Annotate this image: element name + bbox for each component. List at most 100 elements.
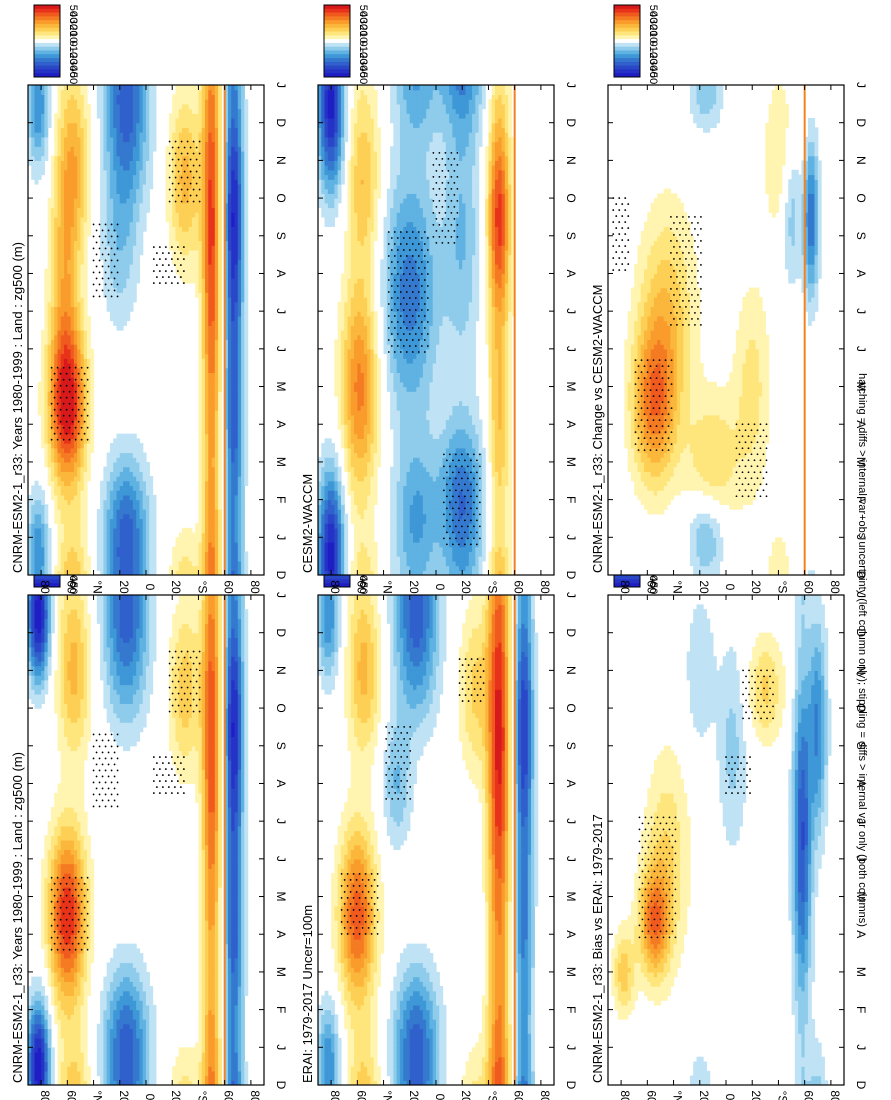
heatmap-cell xyxy=(64,637,68,643)
heatmap-cell xyxy=(208,670,213,676)
heatmap-cell xyxy=(123,679,127,686)
heatmap-cell xyxy=(103,986,108,992)
heatmap-cell xyxy=(31,103,36,110)
heatmap-cell xyxy=(64,693,68,700)
heatmap-cell xyxy=(83,849,88,855)
heatmap-cell xyxy=(54,802,59,808)
heatmap-cell xyxy=(214,599,219,606)
heatmap-cell xyxy=(191,637,196,643)
heatmap-cell xyxy=(64,1056,68,1063)
heatmap-cell xyxy=(201,613,206,620)
heatmap-cell xyxy=(195,755,200,761)
heatmap-cell xyxy=(67,986,72,992)
heatmap-cell xyxy=(185,774,190,780)
heatmap-cell xyxy=(41,400,45,406)
heatmap-cell xyxy=(205,872,209,879)
heatmap-cell xyxy=(64,656,68,662)
stipple-dot xyxy=(176,768,179,770)
heatmap-cell xyxy=(129,1033,134,1039)
heatmap-cell xyxy=(244,957,249,964)
heatmap-cell xyxy=(198,943,203,949)
heatmap-cell xyxy=(123,1023,127,1030)
heatmap-cell xyxy=(31,986,36,992)
heatmap-cell xyxy=(67,689,72,695)
heatmap-cell xyxy=(50,971,55,978)
heatmap-cell xyxy=(70,1080,75,1085)
heatmap-cell xyxy=(60,938,65,945)
heatmap-cell xyxy=(123,623,127,629)
heatmap-cell xyxy=(146,990,150,997)
heatmap-cell xyxy=(205,905,209,912)
heatmap-cell xyxy=(129,1075,134,1081)
heatmap-cell xyxy=(182,1052,186,1058)
heatmap-cell xyxy=(103,665,108,671)
heatmap-cell xyxy=(34,632,39,639)
heatmap-cell xyxy=(47,537,52,543)
heatmap-cell xyxy=(73,675,78,681)
heatmap-cell xyxy=(73,736,78,742)
heatmap-cell xyxy=(119,604,124,610)
x-tick-label: J xyxy=(274,1044,288,1050)
heatmap-cell xyxy=(224,962,229,968)
heatmap-cell xyxy=(198,929,203,935)
heatmap-cell xyxy=(116,609,121,615)
heatmap-cell xyxy=(241,651,245,657)
heatmap-cell xyxy=(224,722,229,728)
heatmap-cell xyxy=(195,675,200,681)
heatmap-cell xyxy=(80,1061,85,1067)
heatmap-cell xyxy=(218,802,222,808)
heatmap-cell xyxy=(37,400,42,406)
heatmap-cell xyxy=(60,1052,65,1058)
heatmap-cell xyxy=(47,410,52,416)
heatmap-cell xyxy=(237,1042,242,1048)
heatmap-cell xyxy=(201,891,206,898)
heatmap-cell xyxy=(149,1009,154,1015)
heatmap-cell xyxy=(182,717,186,723)
heatmap-cell xyxy=(234,849,239,855)
heatmap-cell xyxy=(129,646,134,653)
heatmap-cell xyxy=(41,698,45,704)
heatmap-cell xyxy=(129,651,134,657)
heatmap-cell xyxy=(201,1070,206,1077)
heatmap-cell xyxy=(218,920,222,926)
heatmap-cell xyxy=(198,1061,203,1067)
heatmap-cell xyxy=(116,957,121,964)
heatmap-cell xyxy=(227,755,232,761)
heatmap-cell xyxy=(100,1023,104,1030)
heatmap-cell xyxy=(211,1014,216,1020)
heatmap-cell xyxy=(231,971,236,978)
heatmap-cell xyxy=(132,604,137,610)
heatmap-cell xyxy=(54,797,59,803)
heatmap-cell xyxy=(231,613,236,620)
heatmap-cell xyxy=(205,981,209,987)
heatmap-cell xyxy=(103,599,108,606)
heatmap-cell xyxy=(214,887,219,893)
heatmap-cell xyxy=(67,1019,72,1025)
heatmap-cell xyxy=(70,934,75,940)
heatmap-cell xyxy=(146,1037,150,1044)
y-tick-label: °N xyxy=(91,1090,105,1100)
heatmap-cell xyxy=(44,108,49,114)
heatmap-cell xyxy=(214,1070,219,1077)
heatmap-cell xyxy=(37,627,42,634)
heatmap-cell xyxy=(152,646,157,653)
stipple-dot xyxy=(179,774,182,776)
heatmap-cell xyxy=(54,840,59,846)
heatmap-cell xyxy=(224,741,229,747)
heatmap-cell xyxy=(60,1037,65,1044)
heatmap-cell xyxy=(237,623,242,629)
heatmap-cell xyxy=(34,150,39,157)
heatmap-cell xyxy=(83,703,88,709)
heatmap-cell xyxy=(103,609,108,615)
heatmap-cell xyxy=(54,976,59,982)
heatmap-cell xyxy=(126,1033,131,1039)
heatmap-cell xyxy=(211,1066,216,1072)
heatmap-cell xyxy=(44,386,49,392)
heatmap-cell xyxy=(28,1023,32,1030)
heatmap-cell xyxy=(237,915,242,921)
heatmap-cell xyxy=(80,769,85,775)
heatmap-cell xyxy=(44,1070,49,1077)
heatmap-cell xyxy=(60,797,65,803)
heatmap-cell xyxy=(73,642,78,648)
heatmap-cell xyxy=(31,1070,36,1077)
